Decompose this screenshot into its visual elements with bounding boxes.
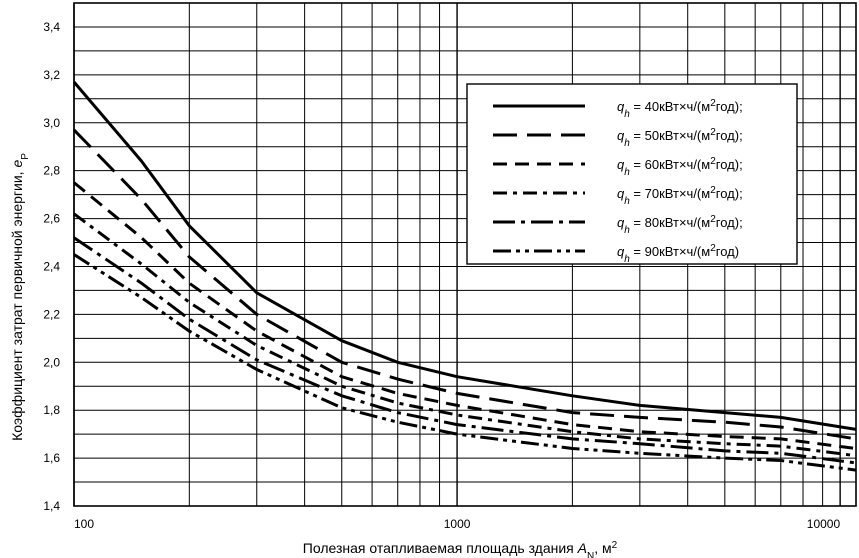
y-tick-label: 2,6: [43, 212, 60, 226]
legend-label: qh = 60кВт×ч/(м2год);: [617, 156, 743, 178]
x-axis-title: Полезная отапливаемая площадь здания AN,…: [303, 540, 618, 558]
legend: qh = 40кВт×ч/(м2год); qh = 50кВт×ч/(м2год…: [466, 83, 798, 265]
x-tick-label: 100: [74, 517, 94, 531]
y-tick-label: 1,8: [43, 403, 60, 417]
series-line-2: [72, 128, 857, 441]
plot-frame: [73, 2, 857, 507]
y-tick-label: 2,8: [43, 164, 60, 178]
plot-border: [73, 2, 857, 507]
series-line-3: [73, 181, 857, 450]
legend-label: qh = 70кВт×ч/(м2год);: [617, 185, 743, 207]
y-tick-label: 1,4: [43, 499, 60, 513]
series-group: [72, 81, 857, 472]
legend-label: qh = 40кВт×ч/(м2год);: [617, 98, 743, 120]
y-tick-label: 3,2: [43, 68, 60, 82]
x-tick-label: 1000: [444, 517, 471, 531]
series-line-5: [73, 236, 857, 465]
legend-label: qh = 50кВт×ч/(м2год);: [617, 127, 743, 149]
series-line-1: [72, 81, 857, 431]
legend-label: qh = 90кВт×ч/(м2год): [617, 243, 739, 265]
y-tick-label: 3,4: [43, 20, 60, 34]
tick-labels: 1,4 1,6 1,8 2,0 2,2 2,4 2,6 2,8 3,0 3,2 3,4 100 1000…: [43, 20, 840, 531]
series-line-6: [73, 253, 857, 472]
y-tick-label: 2,2: [43, 307, 60, 321]
y-tick-label: 2,4: [43, 259, 60, 273]
legend-label: qh = 80кВт×ч/(м2год);: [617, 214, 743, 236]
x-tick-label: 10000: [807, 517, 841, 531]
y-tick-label: 1,6: [43, 451, 60, 465]
y-axis-title: Коэффициент затрат первичной энергии, eP: [9, 153, 31, 441]
legend-box: [466, 83, 798, 265]
y-tick-label: 2,0: [43, 355, 60, 369]
y-tick-label: 3,0: [43, 116, 60, 130]
